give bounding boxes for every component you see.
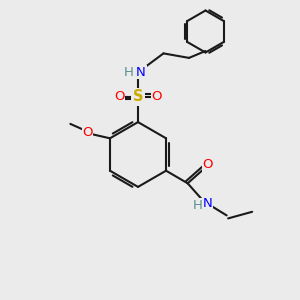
- Text: N: N: [136, 65, 146, 79]
- Text: N: N: [203, 197, 213, 210]
- Text: H: H: [193, 199, 202, 212]
- Text: H: H: [124, 65, 133, 79]
- Text: O: O: [152, 90, 162, 103]
- Text: O: O: [82, 126, 93, 140]
- Text: S: S: [133, 89, 143, 104]
- Text: O: O: [202, 158, 213, 171]
- Text: O: O: [114, 90, 125, 103]
